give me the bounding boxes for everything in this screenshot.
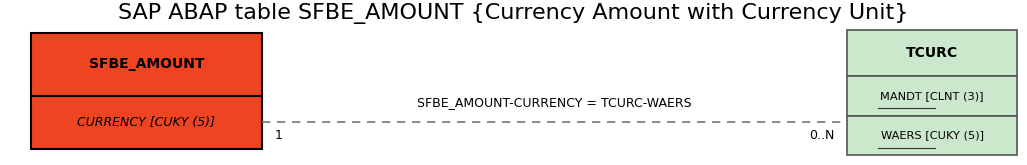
Text: CURRENCY [CUKY (5)]: CURRENCY [CUKY (5)] <box>77 116 216 129</box>
FancyBboxPatch shape <box>847 30 1017 76</box>
Text: TCURC: TCURC <box>906 46 958 60</box>
FancyBboxPatch shape <box>31 96 262 148</box>
Text: SAP ABAP table SFBE_AMOUNT {Currency Amount with Currency Unit}: SAP ABAP table SFBE_AMOUNT {Currency Amo… <box>118 3 909 24</box>
FancyBboxPatch shape <box>847 115 1017 155</box>
Text: MANDT [CLNT (3)]: MANDT [CLNT (3)] <box>880 91 984 101</box>
Text: 0..N: 0..N <box>809 129 835 142</box>
FancyBboxPatch shape <box>31 33 262 96</box>
Text: WAERS [CUKY (5)]: WAERS [CUKY (5)] <box>880 130 984 140</box>
Text: 1: 1 <box>274 129 282 142</box>
Text: SFBE_AMOUNT-CURRENCY = TCURC-WAERS: SFBE_AMOUNT-CURRENCY = TCURC-WAERS <box>417 96 692 109</box>
FancyBboxPatch shape <box>847 76 1017 116</box>
Text: SFBE_AMOUNT: SFBE_AMOUNT <box>88 57 204 71</box>
